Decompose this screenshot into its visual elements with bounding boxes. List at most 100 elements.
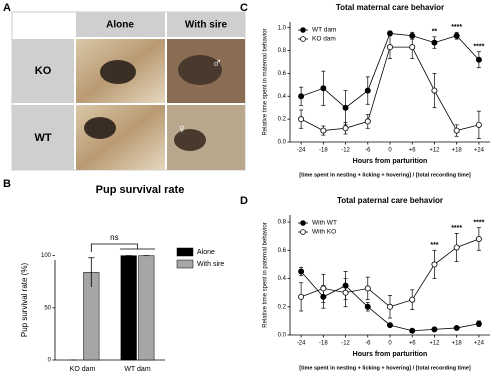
marker [475, 320, 482, 327]
marker [320, 127, 327, 134]
marker [409, 327, 416, 334]
x-tick-label: KO dam [70, 366, 96, 373]
x-tick-label: -18 [319, 341, 328, 347]
marker [386, 30, 393, 37]
annotation: ns [110, 233, 118, 242]
panel-label: A [3, 2, 11, 14]
x-tick-label: +6 [409, 148, 417, 154]
legend-swatch [176, 259, 194, 269]
mouse [84, 117, 116, 139]
y-axis-label: Pup survival rate (%) [20, 263, 29, 338]
marker [475, 121, 482, 128]
marker [431, 326, 438, 333]
marker [320, 285, 327, 292]
marker [431, 39, 438, 46]
significance-bracket [90, 243, 156, 252]
legend-label: With sire [197, 261, 224, 268]
y-tick-label: 0.2 [278, 117, 287, 123]
legend-label: With WT [312, 220, 337, 227]
marker [298, 116, 305, 123]
legend-marker [300, 229, 306, 235]
marker [409, 296, 416, 303]
x-axis-label: Hours from parturition [353, 351, 428, 358]
bar [120, 255, 137, 361]
row-cell [12, 39, 74, 103]
y-tick-label: 0.8 [278, 48, 287, 54]
marker [298, 293, 305, 300]
y-tick-label: 0.0 [278, 140, 287, 146]
x-tick-label: +12 [429, 148, 440, 154]
x-tick-label: 0 [388, 148, 392, 154]
y-tick-label: 0.2 [278, 304, 287, 310]
marker [364, 285, 371, 292]
annotation: **** [473, 44, 484, 51]
marker [364, 118, 371, 125]
column-label: With sire [185, 20, 228, 31]
x-tick-label: -18 [319, 148, 328, 154]
footnote: [time spent in nesting + licking + hover… [299, 365, 471, 371]
annotation: **** [451, 24, 462, 31]
footnote: [time spent in nesting + licking + hover… [299, 172, 471, 178]
x-tick-label: +24 [474, 341, 485, 347]
row-cell [12, 105, 74, 170]
x-tick-label: +18 [452, 341, 463, 347]
panel-label: B [3, 178, 11, 190]
chart-title: Total maternal care behavior [336, 3, 444, 12]
header-cell [167, 12, 245, 37]
marker [475, 56, 482, 63]
y-axis-label: Relative time spent in maternal behavior [263, 28, 269, 135]
legend-swatch [176, 247, 194, 257]
x-tick-label: 0 [388, 341, 392, 347]
legend-marker [300, 220, 306, 226]
annotation: **** [451, 225, 462, 232]
y-tick-label: 1.0 [278, 25, 287, 31]
legend-label: Alone [197, 249, 215, 256]
series-line [300, 46, 479, 132]
sex-symbol: ♂ [212, 55, 223, 71]
marker [453, 324, 460, 331]
x-tick-label: +6 [409, 341, 417, 347]
legend-label: With KO [312, 229, 336, 236]
column-label: Alone [106, 20, 134, 31]
marker [453, 32, 460, 39]
legend-label: KO dam [312, 36, 336, 43]
y-tick-label: 0.4 [278, 276, 287, 282]
x-tick-label: -12 [341, 341, 350, 347]
row-label: WT [34, 132, 51, 144]
panel-label: D [240, 195, 248, 207]
annotation: *** [430, 242, 438, 249]
y-tick-label: 0.6 [278, 248, 287, 254]
x-tick-label: +18 [452, 148, 463, 154]
mouse [174, 129, 206, 151]
marker [386, 322, 393, 329]
marker [298, 93, 305, 100]
marker [298, 268, 305, 275]
marker [409, 44, 416, 51]
marker [386, 303, 393, 310]
x-tick-label: -24 [297, 341, 306, 347]
x-tick-label: -24 [297, 148, 306, 154]
chart-title: Total paternal care behavior [337, 196, 443, 205]
y-axis-label: Relative time spent in paternal behavior [263, 222, 269, 327]
panel-label: C [240, 2, 248, 14]
chart-title: Pup survival rate [96, 184, 185, 196]
x-tick-label: -6 [365, 148, 371, 154]
x-tick-label: +24 [474, 148, 485, 154]
marker [342, 289, 349, 296]
y-tick-label: 0.4 [278, 94, 287, 100]
sex-symbol: ♀ [177, 121, 188, 137]
row-label: KO [35, 65, 52, 77]
marker [453, 244, 460, 251]
x-axis-label: Hours from parturition [353, 158, 428, 165]
marker [475, 235, 482, 242]
photo [76, 105, 165, 170]
annotation: ** [432, 29, 438, 36]
bar [138, 255, 155, 361]
y-tick-label: 100 [41, 253, 52, 259]
y-tick-label: 0 [48, 358, 52, 364]
marker [364, 303, 371, 310]
marker [431, 87, 438, 94]
x-tick-label: WT dam [124, 366, 150, 373]
y-tick-label: 0.8 [278, 220, 287, 226]
